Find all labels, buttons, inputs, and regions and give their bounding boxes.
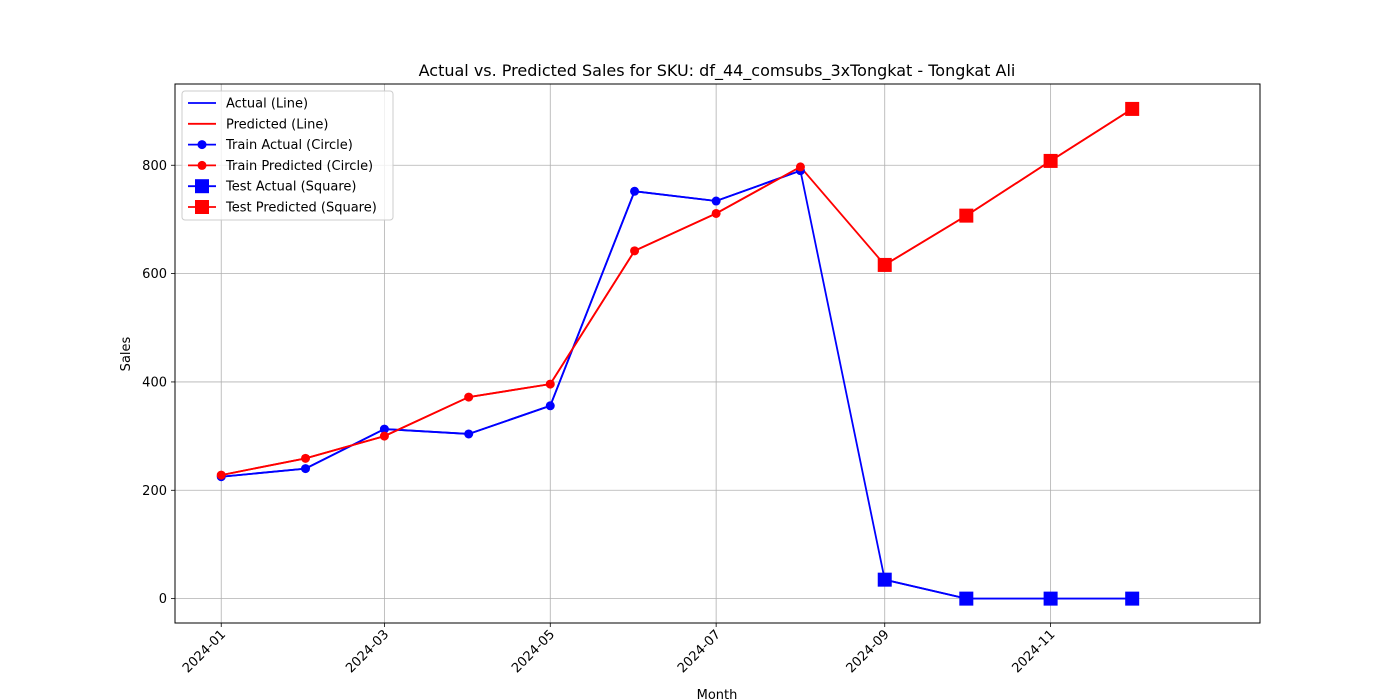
test-actual-square-line: [884, 578, 1133, 600]
train-actual-circle-point: [379, 424, 389, 434]
legend-label-predicted-line: Predicted (Line): [226, 117, 328, 132]
train-predicted-circle-point: [711, 208, 721, 218]
plot-frame: [174, 83, 1261, 624]
test-actual-square-point: [1043, 591, 1058, 606]
x-tick-label: 2024-01: [180, 627, 229, 676]
test-predicted-square-point: [959, 208, 974, 223]
legend-marker-train-actual-circle: [197, 140, 207, 150]
test-predicted-square-point: [1043, 153, 1058, 168]
y-tick-label: 400: [142, 375, 167, 390]
train-predicted-circle-point: [795, 162, 805, 172]
y-tick-label: 800: [142, 159, 167, 174]
train-predicted-circle-point: [379, 431, 389, 441]
x-tick-label: 2024-07: [675, 627, 724, 676]
train-actual-circle-point: [711, 196, 721, 206]
train-predicted-circle-point: [464, 392, 474, 402]
test-predicted-square-point: [877, 257, 892, 272]
legend: Actual (Line) Predicted (Line) Train Actua…: [181, 90, 394, 221]
train-predicted-circle-point: [545, 379, 555, 389]
test-actual-square-point: [877, 572, 892, 587]
train-actual-circle-point: [630, 186, 640, 196]
legend-marker-test-predicted-square: [195, 200, 209, 214]
legend-marker-test-actual-square: [195, 179, 209, 194]
actual-line-line: [221, 169, 1133, 600]
train-actual-circle-point: [301, 464, 311, 474]
train-predicted-circle-point: [216, 470, 226, 480]
y-axis-label: Sales: [119, 336, 134, 371]
legend-label-train-predicted-circle: Train Predicted (Circle): [225, 159, 373, 174]
x-tick-label: 2024-09: [844, 627, 893, 676]
test-actual-square-point: [1125, 591, 1140, 606]
legend-box: [181, 90, 394, 221]
legend-marker-train-predicted-circle: [197, 160, 207, 170]
y-tick-label: 200: [142, 484, 167, 499]
x-axis-label: Month: [697, 688, 738, 700]
x-tick-label: 2024-11: [1009, 627, 1058, 676]
train-predicted-circle-point: [301, 453, 311, 463]
train-predicted-circle-point: [630, 246, 640, 256]
train-actual-circle-point: [464, 429, 474, 439]
legend-label-test-predicted-square: Test Predicted (Square): [225, 201, 377, 216]
train-actual-circle-line: [221, 169, 801, 478]
x-tick-label: 2024-05: [509, 627, 558, 676]
y-tick-label: 0: [159, 592, 167, 607]
legend-label-train-actual-circle: Train Actual (Circle): [225, 138, 353, 153]
legend-label-actual-line: Actual (Line): [226, 97, 308, 112]
test-actual-square-point: [959, 591, 974, 606]
train-actual-circle-point: [545, 401, 555, 411]
y-tick-label: 600: [142, 267, 167, 282]
test-predicted-square-line: [884, 108, 1133, 266]
legend-label-test-actual-square: Test Actual (Square): [225, 180, 357, 195]
test-predicted-square-point: [1125, 101, 1140, 116]
train-predicted-circle-line: [221, 166, 801, 476]
series-layer: [216, 101, 1140, 606]
chart-title: Actual vs. Predicted Sales for SKU: df_4…: [419, 61, 1016, 81]
x-tick-label: 2024-03: [343, 627, 392, 676]
